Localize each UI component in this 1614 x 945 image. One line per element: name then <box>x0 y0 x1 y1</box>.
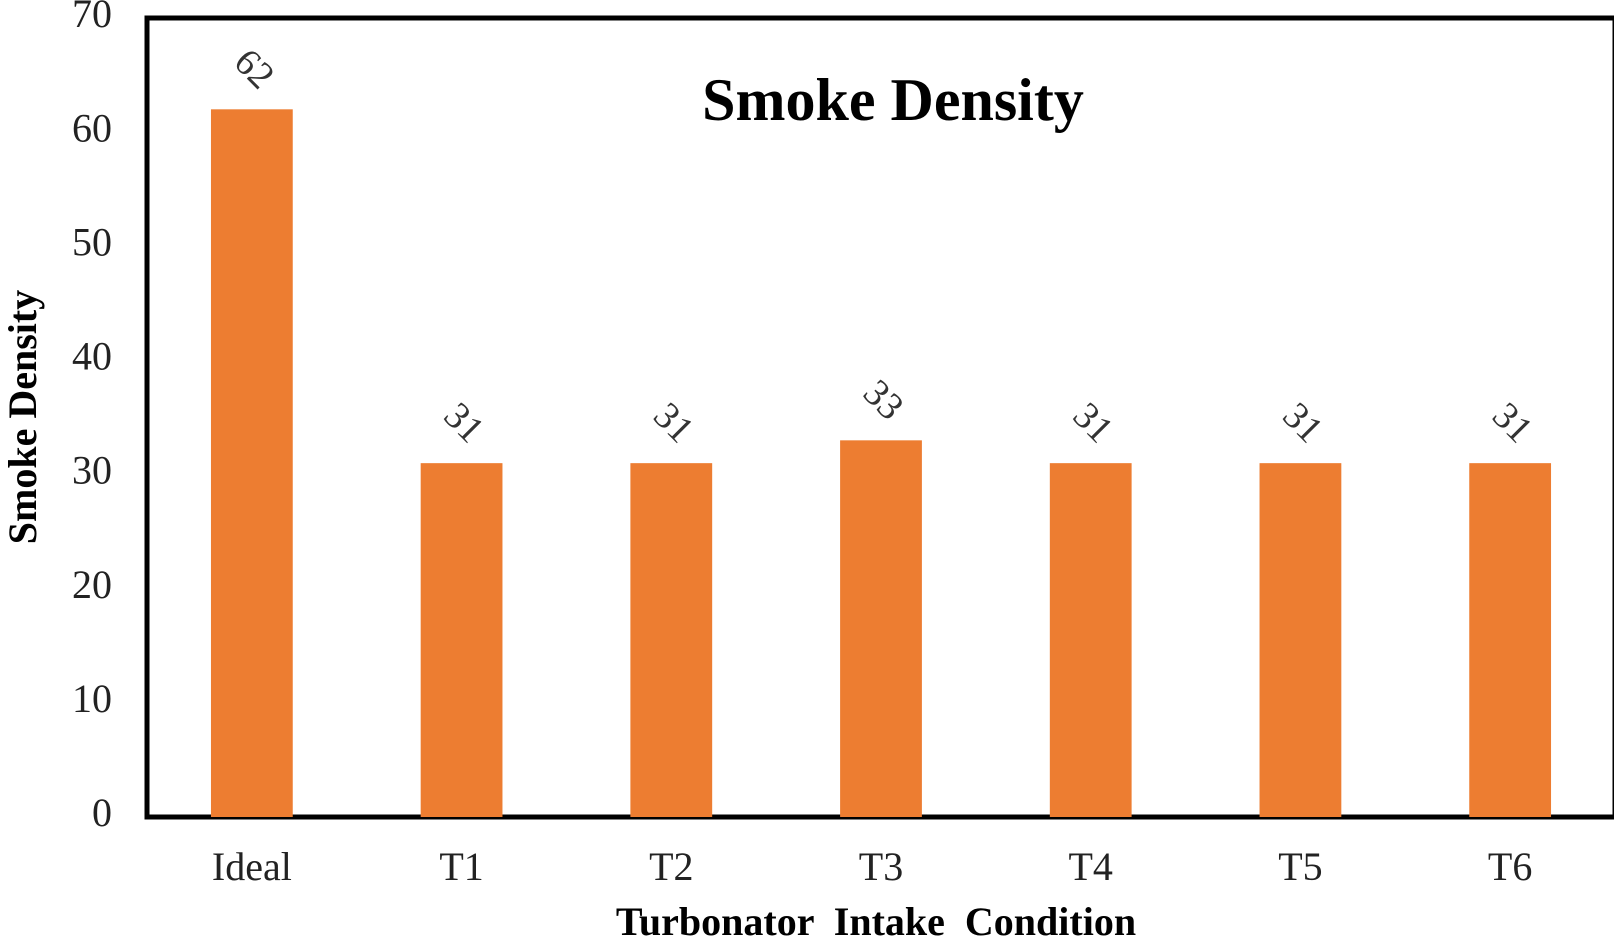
y-tick-label-0: 0 <box>92 790 112 835</box>
bar-ideal <box>210 109 293 818</box>
x-tick-label-t6: T6 <box>1488 844 1532 889</box>
y-tick-label-70: 70 <box>72 0 112 36</box>
y-axis-title: Smoke Density <box>0 290 45 544</box>
y-tick-label-30: 30 <box>72 448 112 493</box>
x-tick-label-t2: T2 <box>649 844 693 889</box>
y-axis-ticks: 0 10 20 30 40 50 60 70 <box>72 0 112 835</box>
bar-t5 <box>1259 463 1342 817</box>
y-tick-label-10: 10 <box>72 676 112 721</box>
bar-t4 <box>1049 463 1132 817</box>
x-tick-label-t1: T1 <box>439 844 483 889</box>
bar-t1 <box>420 463 503 817</box>
y-tick-label-40: 40 <box>72 334 112 379</box>
chart-title: Smoke Density <box>702 67 1084 133</box>
y-tick-label-50: 50 <box>72 219 112 264</box>
bar-t2 <box>630 463 713 817</box>
bar-t3 <box>840 440 922 817</box>
x-tick-label-t5: T5 <box>1278 844 1322 889</box>
y-tick-label-20: 20 <box>72 562 112 607</box>
x-tick-label-ideal: Ideal <box>212 844 292 889</box>
x-tick-label-t3: T3 <box>859 844 903 889</box>
x-tick-label-t4: T4 <box>1068 844 1112 889</box>
x-axis-title: Turbonator Intake Condition <box>616 899 1136 944</box>
bars-group <box>210 109 1552 818</box>
y-tick-label-60: 60 <box>72 105 112 150</box>
x-axis-ticks: Ideal T1 T2 T3 T4 T5 T6 <box>212 844 1532 889</box>
bar-t6 <box>1469 463 1552 817</box>
